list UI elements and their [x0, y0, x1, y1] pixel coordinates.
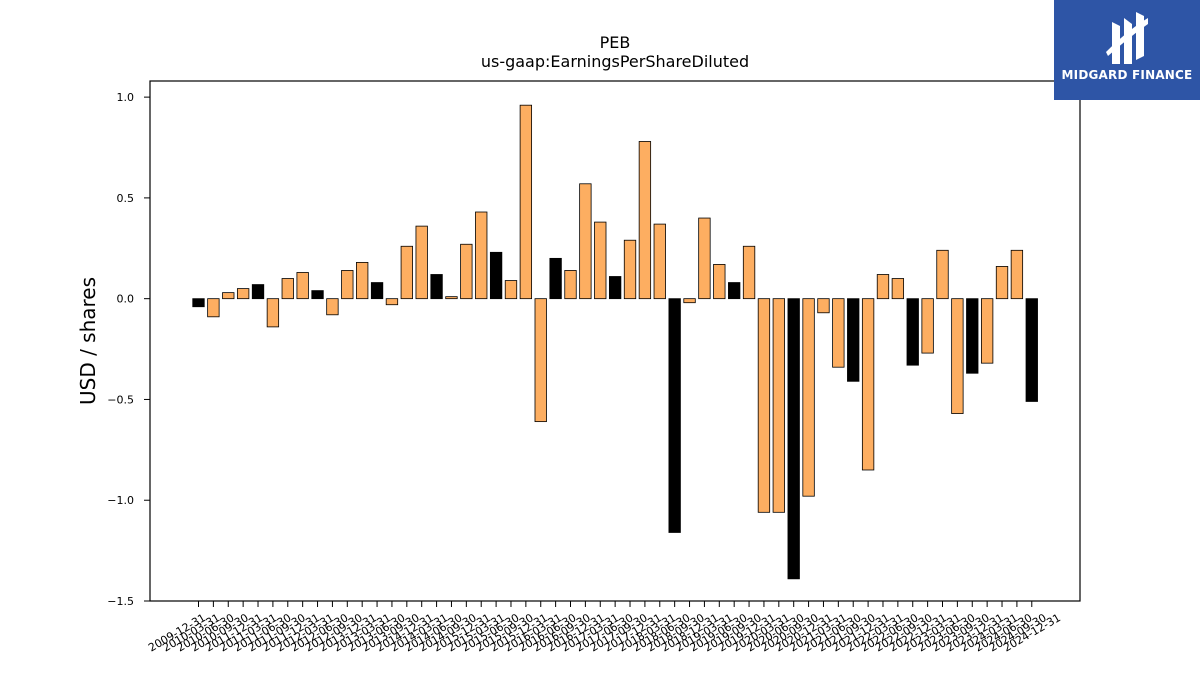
bar-56: [1025, 298, 1038, 402]
bar-4: [251, 284, 265, 300]
bar-0: [192, 298, 205, 308]
y-tick-label: 0.0: [117, 293, 135, 306]
y-axis-label: USD / shares: [76, 277, 100, 405]
bar-17: [445, 296, 458, 300]
x-axis-ticks: 2009-12-312010-03-312010-06-302010-09-30…: [146, 601, 1063, 654]
bar-14: [400, 245, 413, 300]
bar-20: [489, 251, 503, 300]
bar-13: [385, 298, 399, 306]
bar-10: [341, 270, 354, 300]
bar-25: [564, 270, 577, 300]
bar-28: [608, 276, 622, 300]
bar-9: [326, 298, 339, 316]
bar-16: [430, 274, 443, 300]
bar-42: [817, 298, 830, 314]
midgard-finance-logo: MIDGARD FINANCE: [1054, 0, 1200, 100]
bar-26: [579, 183, 592, 300]
y-tick-label: −1.5: [107, 595, 134, 608]
bar-38: [757, 298, 771, 513]
bar-46: [876, 274, 890, 300]
bar-3: [236, 288, 250, 300]
bar-2: [222, 292, 235, 300]
bar-36: [728, 282, 741, 300]
bar-29: [623, 239, 637, 300]
bar-37: [742, 245, 756, 300]
bar-45: [861, 298, 875, 471]
logo-text: MIDGARD FINANCE: [1061, 68, 1193, 82]
bar-15: [415, 225, 428, 300]
bar-39: [772, 298, 785, 513]
bar-35: [713, 264, 726, 300]
midgard-logo-icon: [1106, 12, 1148, 64]
y-tick-label: 1.0: [117, 91, 135, 104]
bar-27: [594, 221, 607, 300]
bar-47: [891, 278, 905, 300]
bar-41: [802, 298, 815, 497]
bars-group: [192, 104, 1038, 580]
bar-8: [311, 290, 324, 300]
bar-53: [980, 298, 994, 364]
bar-55: [1010, 249, 1024, 300]
bar-34: [698, 217, 711, 300]
bar-22: [519, 104, 533, 300]
bar-1: [207, 298, 220, 318]
bar-44: [847, 298, 860, 382]
bar-11: [356, 261, 369, 300]
bar-23: [534, 298, 547, 423]
bar-18: [460, 243, 473, 300]
y-axis-ticks: 1.0 0.5 0.0 −0.5 −1.0 −1.5: [107, 91, 150, 608]
bar-52: [966, 298, 979, 374]
bar-40: [787, 298, 800, 580]
plot-frame: [149, 80, 1081, 602]
bar-48: [906, 298, 919, 366]
bar-5: [266, 298, 280, 328]
y-tick-label: −0.5: [107, 393, 134, 406]
bar-31: [653, 223, 666, 300]
bar-19: [475, 211, 488, 300]
bar-6: [281, 278, 294, 300]
chart-title: PEB: [600, 33, 631, 52]
y-tick-label: −1.0: [107, 494, 134, 507]
bar-32: [668, 298, 681, 533]
bar-21: [504, 280, 518, 300]
bar-24: [549, 257, 562, 300]
bar-33: [683, 298, 696, 304]
bar-7: [296, 272, 309, 300]
bar-49: [921, 298, 934, 354]
bar-30: [638, 141, 652, 300]
bar-51: [951, 298, 964, 414]
y-tick-label: 0.5: [117, 192, 135, 205]
bar-12: [370, 282, 384, 300]
bar-43: [832, 298, 845, 368]
bar-50: [936, 249, 949, 300]
chart-subtitle: us-gaap:EarningsPerShareDiluted: [481, 52, 749, 71]
bar-54: [995, 266, 1009, 300]
